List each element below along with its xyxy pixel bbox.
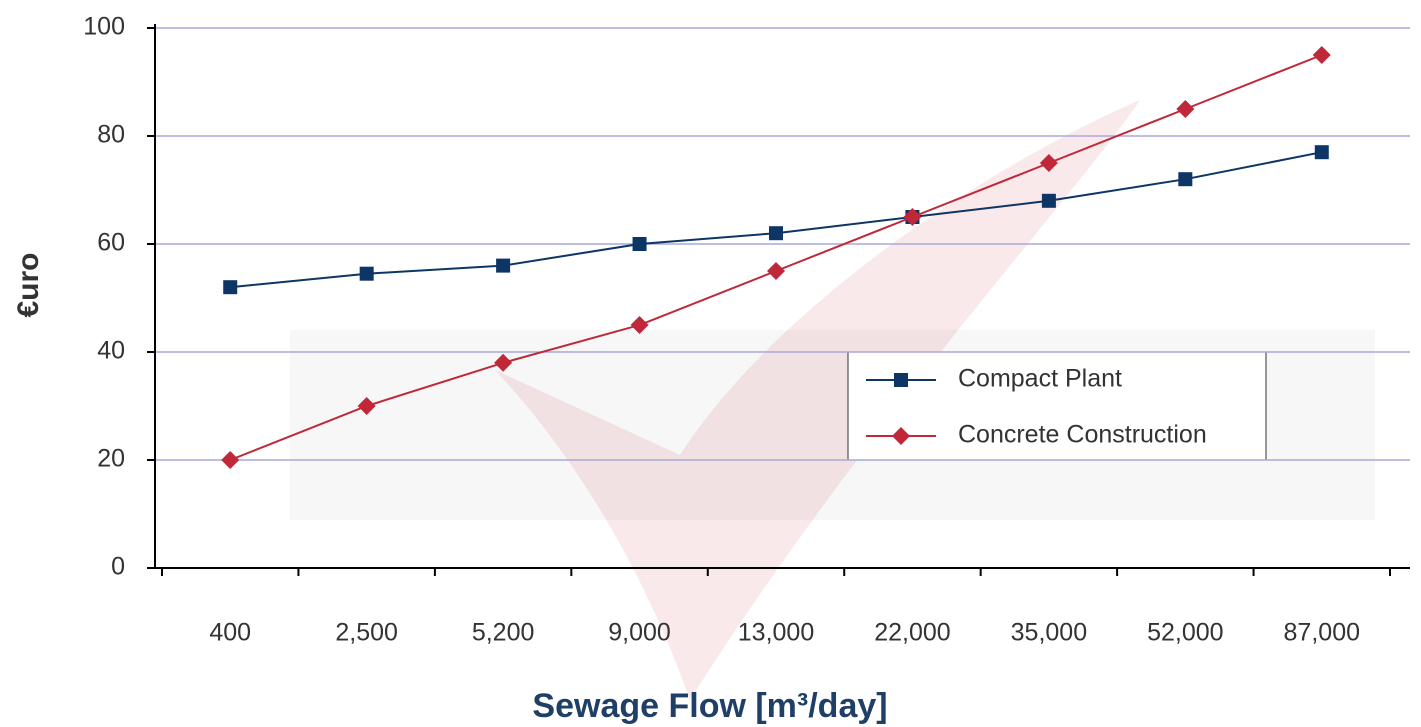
legend-marker <box>892 427 910 445</box>
x-tick-label: 52,000 <box>1147 619 1223 647</box>
watermark-check <box>495 100 1140 700</box>
y-axis-label: €uro <box>12 252 45 317</box>
legend-box <box>847 351 1267 461</box>
data-point <box>1178 172 1193 187</box>
data-point <box>1176 100 1195 118</box>
y-tick-label: 60 <box>97 229 125 257</box>
x-tick-label: 13,000 <box>738 619 814 647</box>
data-point <box>1041 193 1056 208</box>
x-tick-label: 35,000 <box>1011 619 1087 647</box>
legend-marker <box>894 373 908 387</box>
y-tick-label: 20 <box>97 445 125 473</box>
legend: Compact Plant Concrete Construction <box>847 351 1267 461</box>
x-tick-label: 22,000 <box>874 619 950 647</box>
data-point <box>1314 145 1329 160</box>
y-tick-label: 0 <box>111 553 125 581</box>
data-point <box>903 208 922 226</box>
data-point <box>223 280 238 295</box>
data-point <box>767 262 785 280</box>
x-tick-label: 2,500 <box>335 619 398 647</box>
x-tick-label: 9,000 <box>608 619 671 647</box>
x-tick-label: 400 <box>209 619 251 647</box>
data-point <box>496 258 511 273</box>
y-tick-label: 100 <box>83 13 125 41</box>
data-point <box>494 353 513 372</box>
y-tick-label: 40 <box>97 337 125 365</box>
data-point <box>630 316 649 334</box>
y-tick-label: 80 <box>97 121 125 149</box>
x-tick-label: 5,200 <box>472 619 535 647</box>
x-tick-label: 87,000 <box>1284 619 1360 647</box>
data-point <box>359 266 374 281</box>
data-point <box>357 397 376 415</box>
data-point <box>221 451 240 469</box>
legend-label: Concrete Construction <box>958 421 1207 449</box>
data-point <box>632 237 647 251</box>
legend-label: Compact Plant <box>958 365 1122 393</box>
data-point <box>1312 46 1331 64</box>
data-point <box>1039 154 1058 172</box>
data-point <box>769 226 783 241</box>
x-axis-label: Sewage Flow [m³/day] <box>532 687 887 725</box>
